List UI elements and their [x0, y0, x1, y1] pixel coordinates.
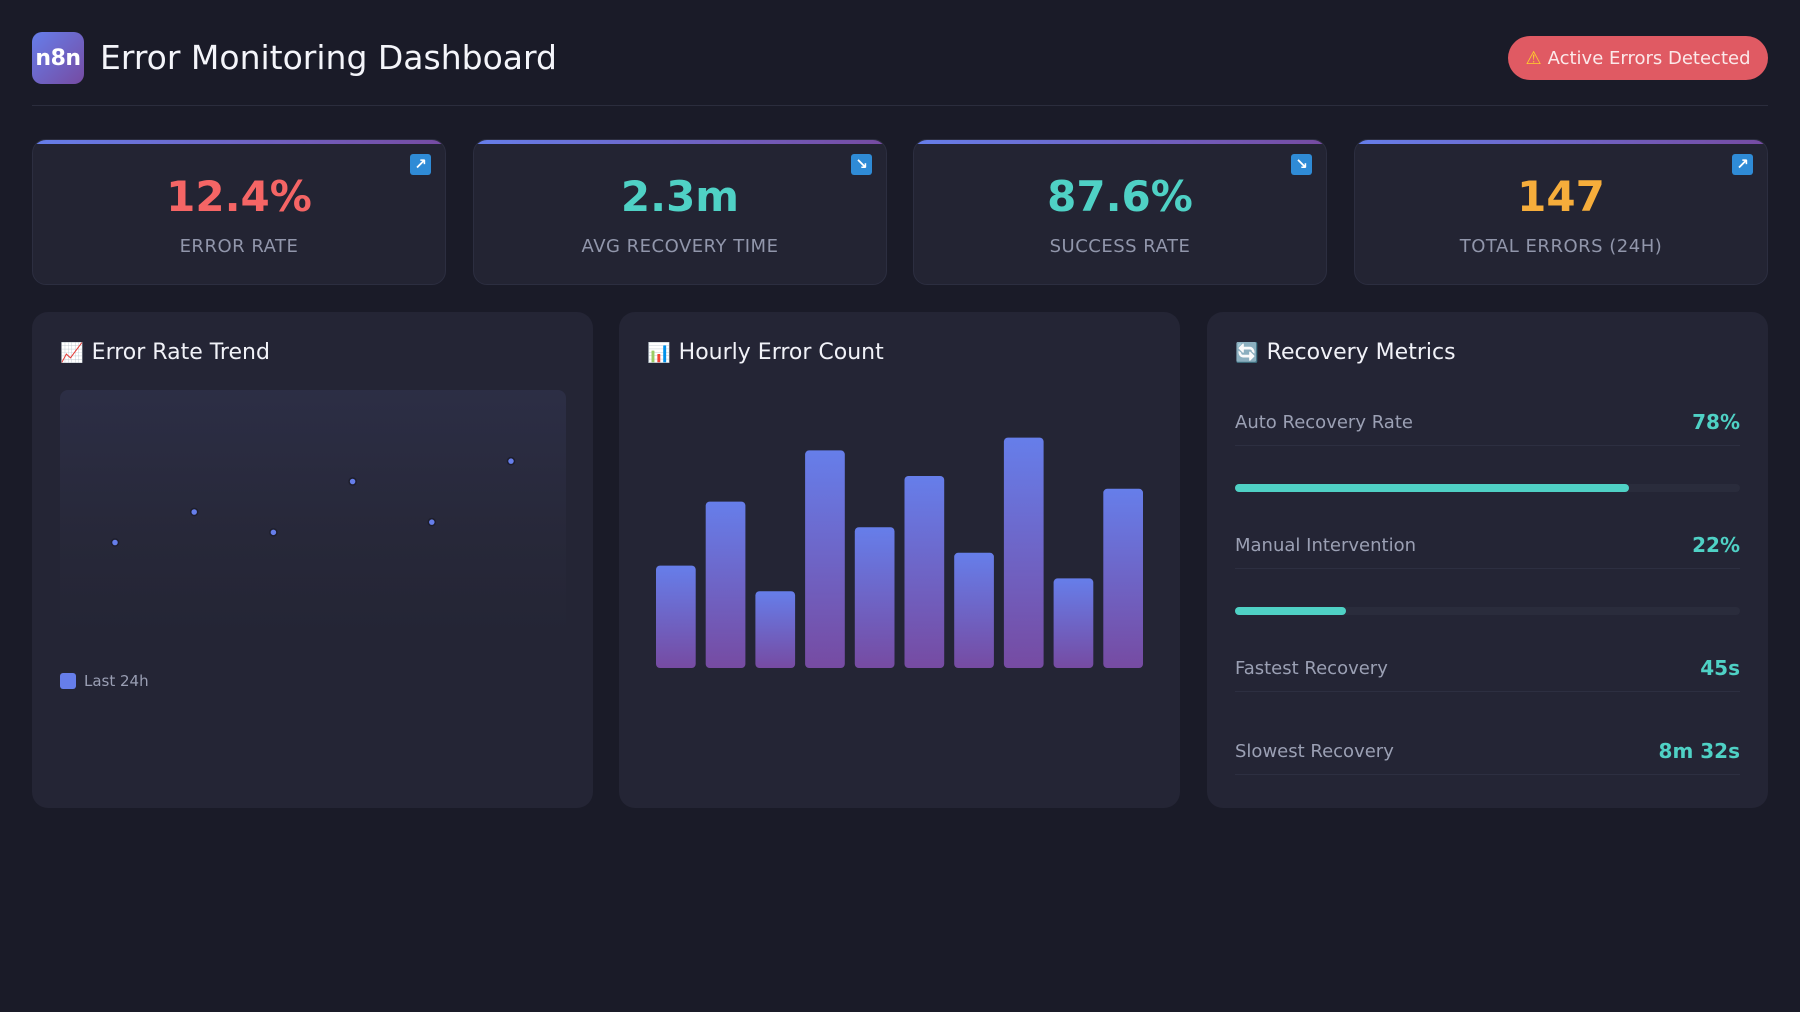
arrow-down-right-icon: ↘ [1291, 154, 1312, 175]
manual-intervention-progress [1235, 607, 1740, 615]
warning-icon: ⚠ [1525, 47, 1542, 69]
arrow-up-right-icon: ↗ [1732, 154, 1753, 175]
page-title: Error Monitoring Dashboard [100, 38, 557, 77]
metric-label: Manual Intervention [1235, 535, 1416, 556]
panel-title: 📈 Error Rate Trend [60, 340, 270, 365]
stat-card-avg-recovery-time[interactable]: ↘ 2.3m AVG RECOVERY TIME [473, 139, 887, 285]
metric-label: Slowest Recovery [1235, 741, 1394, 762]
stat-card-error-rate[interactable]: ↗ 12.4% ERROR RATE [32, 139, 446, 285]
stat-card-total-errors[interactable]: ↗ 147 TOTAL ERRORS (24H) [1354, 139, 1768, 285]
metric-label: Auto Recovery Rate [1235, 412, 1413, 433]
stat-card-success-rate[interactable]: ↘ 87.6% SUCCESS RATE [913, 139, 1327, 285]
auto-recovery-progress [1235, 484, 1740, 492]
arrow-up-right-icon: ↗ [410, 154, 431, 175]
metric-value: 22% [1692, 533, 1740, 557]
header: n8n Error Monitoring Dashboard ⚠ Active … [32, 32, 1768, 106]
panel-title-text: Recovery Metrics [1266, 340, 1456, 365]
metric-manual-intervention: Manual Intervention 22% [1235, 529, 1740, 569]
metric-slowest-recovery: Slowest Recovery 8m 32s [1235, 735, 1740, 775]
alert-text: Active Errors Detected [1547, 47, 1751, 69]
stat-value: 2.3m [620, 172, 740, 221]
trend-data-point[interactable] [427, 517, 437, 527]
hourly-error-count-panel: 📊 Hourly Error Count [619, 312, 1180, 808]
arrow-down-right-icon: ↘ [851, 154, 872, 175]
metric-value: 78% [1692, 410, 1740, 434]
chart-legend[interactable]: Last 24h [60, 672, 149, 690]
progress-fill [1235, 484, 1629, 492]
stat-label: ERROR RATE [179, 236, 299, 257]
progress-fill [1235, 607, 1347, 615]
metric-auto-recovery-rate: Auto Recovery Rate 78% [1235, 406, 1740, 446]
panel-title: 📊 Hourly Error Count [647, 340, 884, 365]
metric-value: 45s [1700, 656, 1740, 680]
chart-increasing-icon: 📈 [60, 342, 84, 364]
hourly-bar[interactable] [954, 552, 994, 668]
hourly-bar[interactable] [1053, 578, 1094, 668]
trend-chart-area [60, 390, 566, 634]
refresh-icon: 🔄 [1235, 342, 1259, 364]
hourly-bar-chart [656, 437, 1143, 668]
legend-label: Last 24h [84, 672, 149, 690]
recovery-metrics-panel: 🔄 Recovery Metrics Auto Recovery Rate 78… [1207, 312, 1768, 808]
stat-label: AVG RECOVERY TIME [581, 236, 779, 257]
active-errors-badge[interactable]: ⚠ Active Errors Detected [1508, 36, 1768, 80]
bar-chart-icon: 📊 [647, 342, 671, 364]
trend-data-point[interactable] [506, 456, 516, 466]
metric-fastest-recovery: Fastest Recovery 45s [1235, 652, 1740, 692]
trend-data-point[interactable] [348, 477, 357, 486]
hourly-bar[interactable] [805, 450, 845, 668]
hourly-bar[interactable] [854, 527, 895, 668]
legend-swatch [60, 673, 76, 689]
stat-label: TOTAL ERRORS (24H) [1459, 236, 1663, 257]
n8n-logo[interactable]: n8n [32, 32, 84, 84]
hourly-bar[interactable] [1003, 437, 1044, 668]
panel-title-text: Hourly Error Count [678, 340, 884, 365]
metric-label: Fastest Recovery [1235, 658, 1388, 679]
hourly-bar[interactable] [755, 591, 796, 668]
stat-value: 147 [1517, 172, 1605, 221]
trend-data-point[interactable] [110, 538, 120, 547]
hourly-bar[interactable] [904, 476, 945, 668]
trend-data-point[interactable] [269, 528, 278, 537]
stat-value: 87.6% [1047, 172, 1193, 221]
panel-title: 🔄 Recovery Metrics [1235, 340, 1456, 365]
hourly-bar[interactable] [705, 501, 746, 668]
metric-value: 8m 32s [1658, 739, 1740, 763]
hourly-bar[interactable] [1103, 488, 1143, 668]
stat-value: 12.4% [166, 172, 312, 221]
trend-chart [110, 456, 516, 547]
error-rate-trend-panel: 📈 Error Rate Trend Last 24h [32, 312, 593, 808]
trend-data-point[interactable] [189, 507, 199, 517]
hourly-bar[interactable] [656, 565, 696, 668]
stat-label: SUCCESS RATE [1049, 236, 1191, 257]
panel-title-text: Error Rate Trend [91, 340, 270, 365]
